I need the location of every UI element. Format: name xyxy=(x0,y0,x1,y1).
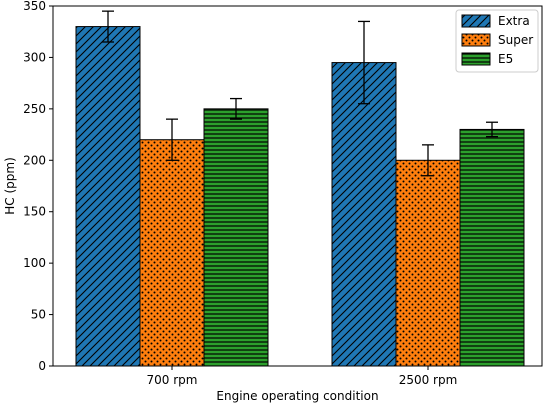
y-tick-label: 300 xyxy=(23,50,46,64)
y-tick-label: 100 xyxy=(23,256,46,270)
x-tick-label: 2500 rpm xyxy=(399,373,458,387)
bars-layer xyxy=(75,26,525,367)
legend-label-super: Super xyxy=(498,33,533,47)
error-bar-extra-0 xyxy=(102,10,114,43)
bar-extra-1 xyxy=(331,62,397,367)
x-axis-label: Engine operating condition xyxy=(216,389,378,403)
error-bar-e5-0 xyxy=(230,97,242,120)
y-tick-label: 0 xyxy=(38,359,46,373)
bar-extra-0 xyxy=(75,26,141,367)
bar-e5-0 xyxy=(203,108,269,367)
error-bar-e5-1 xyxy=(486,121,498,138)
y-tick-label: 200 xyxy=(23,153,46,167)
x-axis-ticks: 700 rpm 2500 rpm xyxy=(147,366,458,387)
legend-swatch-super xyxy=(461,33,491,47)
error-bar-super-1 xyxy=(422,144,434,177)
error-bar-super-0 xyxy=(166,118,178,161)
y-tick-label: 350 xyxy=(23,0,46,13)
bar-super-1 xyxy=(395,159,461,367)
bar-super-0 xyxy=(139,139,205,367)
legend-label-extra: Extra xyxy=(498,14,530,28)
plot-frame xyxy=(52,5,543,367)
y-axis-label: HC (ppm) xyxy=(3,157,17,215)
y-tick-label: 250 xyxy=(23,102,46,116)
error-bar-extra-1 xyxy=(358,20,370,105)
y-tick-label: 50 xyxy=(31,308,46,322)
y-tick-label: 150 xyxy=(23,205,46,219)
legend-swatch-extra xyxy=(461,14,491,28)
legend: Extra Super E5 xyxy=(455,9,539,73)
y-axis-ticks: 0 50 100 150 200 250 300 350 xyxy=(23,0,53,373)
x-tick-label: 700 rpm xyxy=(147,373,198,387)
bar-e5-1 xyxy=(459,128,525,367)
legend-label-e5: E5 xyxy=(498,52,513,66)
error-bars-layer xyxy=(102,10,498,177)
legend-swatch-e5 xyxy=(461,52,491,66)
